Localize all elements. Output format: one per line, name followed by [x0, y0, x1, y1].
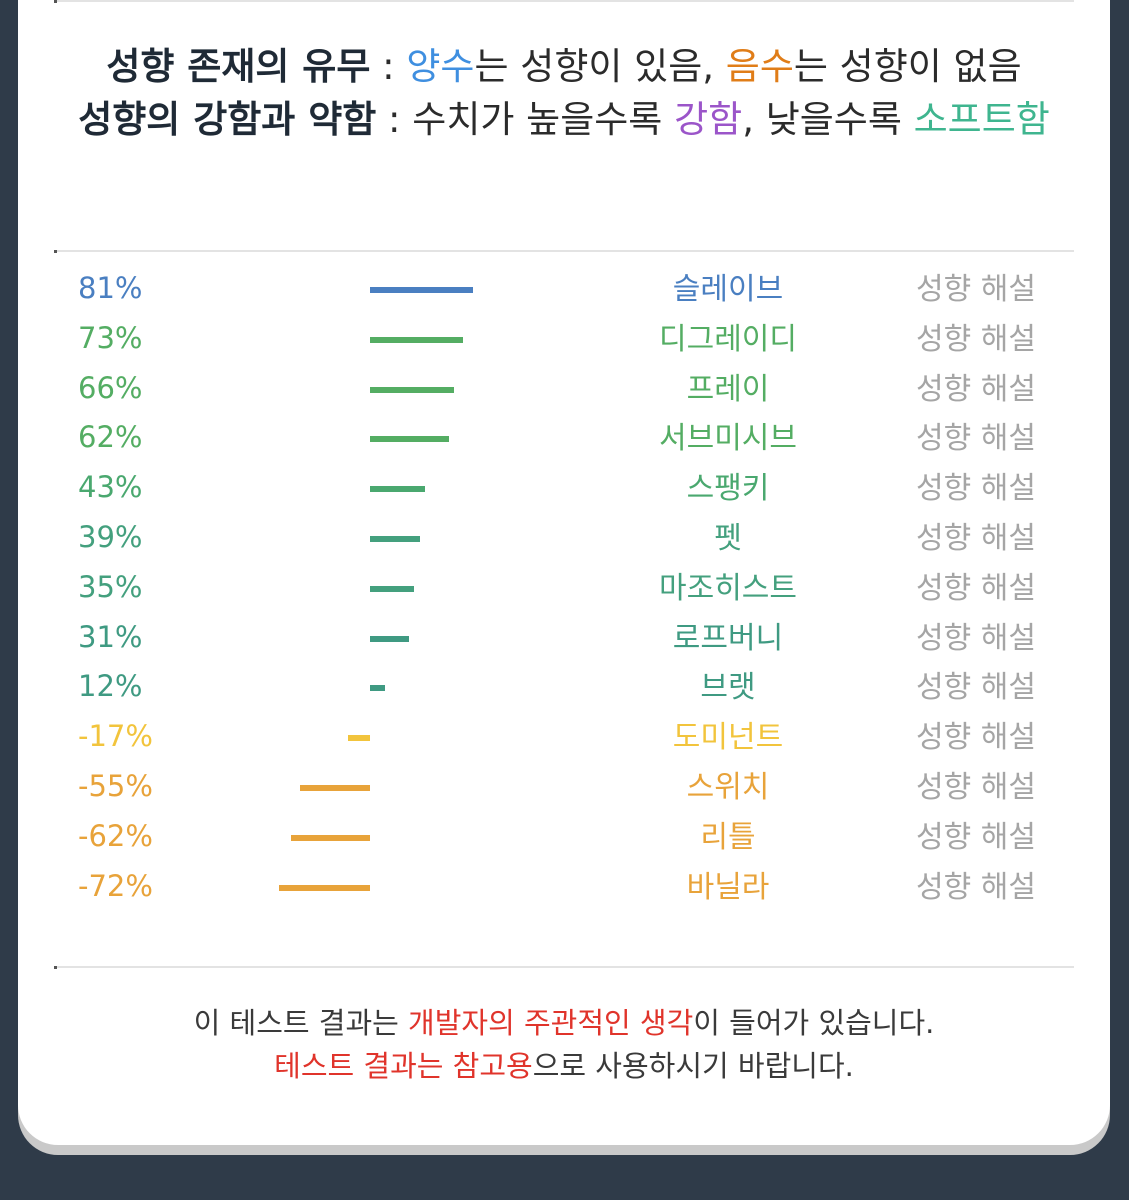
result-row: 12% 브랫 성향 해설: [18, 668, 1110, 718]
type-description-link[interactable]: 성향 해설: [916, 620, 1036, 656]
type-description-link[interactable]: 성향 해설: [916, 421, 1036, 457]
type-description-link[interactable]: 성향 해설: [916, 321, 1036, 357]
result-type-name: 디그레이디: [659, 321, 797, 357]
legend-text: 는 성향이 있음,: [474, 45, 726, 88]
result-type-name: 슬레이브: [672, 272, 784, 307]
legend-separator: :: [376, 98, 413, 141]
result-row: 66% 프레이 성향 해설: [18, 370, 1110, 420]
result-bar: [370, 585, 415, 592]
legend-text: 수치가 높을수록: [412, 98, 675, 141]
result-bar: [370, 436, 449, 443]
result-bar: [370, 635, 410, 642]
result-type-name: 스위치: [686, 770, 770, 805]
type-description-link[interactable]: 성향 해설: [916, 521, 1036, 556]
type-description-link[interactable]: 성향 해설: [916, 371, 1036, 407]
result-row: 35% 마조히스트 성향 해설: [18, 569, 1110, 619]
type-description-link[interactable]: 성향 해설: [916, 570, 1036, 606]
disclaimer-text: 이 들어가 있습니다.: [693, 1006, 935, 1040]
result-type-name: 도미넌트: [672, 720, 784, 756]
result-row: 81% 슬레이브 성향 해설: [18, 270, 1110, 320]
result-percent: 12%: [78, 669, 143, 704]
result-bar: [300, 785, 370, 791]
result-bar: [370, 287, 473, 293]
result-percent: 39%: [78, 520, 143, 554]
result-card: 성향 존재의 유무 : 양수는 성향이 있음, 음수는 성향이 없음 성향의 강…: [18, 0, 1110, 1145]
result-row: 43% 스팽키 성향 해설: [18, 469, 1110, 519]
result-row: -72% 바닐라 성향 해설: [18, 868, 1110, 918]
result-percent: -55%: [78, 769, 153, 803]
type-description-link[interactable]: 성향 해설: [916, 670, 1036, 706]
result-type-name: 스팽키: [686, 471, 770, 507]
result-bar: [370, 685, 386, 692]
disclaimer: 이 테스트 결과는 개발자의 주관적인 생각이 들어가 있습니다. 테스트 결과…: [58, 1002, 1070, 1088]
result-percent: -72%: [78, 868, 153, 903]
result-row: -17% 도미넌트 성향 해설: [18, 718, 1110, 768]
legend-positive: 양수: [406, 45, 475, 88]
result-percent: 73%: [78, 320, 143, 355]
legend-negative: 음수: [725, 45, 794, 88]
legend-separator: :: [370, 45, 407, 88]
disclaimer-highlight: 테스트 결과는 참고용: [274, 1049, 533, 1083]
legend: 성향 존재의 유무 : 양수는 성향이 있음, 음수는 성향이 없음 성향의 강…: [58, 40, 1070, 146]
disclaimer-text: 이 테스트 결과는: [193, 1006, 409, 1040]
result-bar: [370, 486, 425, 493]
disclaimer-line-2: 테스트 결과는 참고용으로 사용하시기 바랍니다.: [58, 1045, 1070, 1088]
result-percent: 35%: [78, 569, 143, 604]
result-row: 31% 로프버니 성향 해설: [18, 619, 1110, 669]
result-type-name: 브랫: [700, 670, 756, 706]
divider-top: [54, 0, 1074, 3]
legend-text: 는 성향이 없음: [793, 45, 1022, 88]
result-percent: -17%: [78, 719, 153, 754]
result-type-name: 서브미시브: [659, 421, 797, 457]
disclaimer-highlight: 개발자의 주관적인 생각: [408, 1006, 694, 1040]
result-type-name: 바닐라: [686, 869, 770, 905]
result-type-name: 로프버니: [672, 620, 784, 656]
result-bar: [348, 735, 370, 742]
type-description-link[interactable]: 성향 해설: [916, 272, 1036, 307]
legend-strength-line: 성향의 강함과 약함 : 수치가 높을수록 강함, 낮을수록 소프트함: [58, 93, 1070, 146]
result-percent: 43%: [78, 470, 143, 505]
result-percent: 31%: [78, 619, 143, 654]
disclaimer-line-1: 이 테스트 결과는 개발자의 주관적인 생각이 들어가 있습니다.: [58, 1002, 1070, 1045]
result-type-name: 프레이: [686, 371, 770, 407]
result-row: -62% 리틀 성향 해설: [18, 818, 1110, 868]
result-type-name: 리틀: [700, 819, 756, 855]
legend-strength-label: 성향의 강함과 약함: [78, 98, 377, 141]
result-percent: 66%: [78, 370, 143, 405]
result-percent: 62%: [78, 420, 143, 455]
type-description-link[interactable]: 성향 해설: [916, 720, 1036, 756]
result-bar: [370, 386, 454, 393]
result-bar: [370, 536, 420, 542]
result-type-name: 마조히스트: [659, 570, 797, 606]
legend-text: , 낮을수록: [742, 98, 914, 141]
result-percent: -62%: [78, 818, 153, 853]
result-bar: [278, 884, 370, 891]
result-bar: [370, 336, 463, 343]
result-row: 73% 디그레이디 성향 해설: [18, 320, 1110, 370]
type-description-link[interactable]: 성향 해설: [916, 819, 1036, 855]
type-description-link[interactable]: 성향 해설: [916, 869, 1036, 905]
result-row: 39% 펫 성향 해설: [18, 519, 1110, 569]
divider-middle: [54, 250, 1074, 253]
result-row: -55% 스위치 성향 해설: [18, 768, 1110, 818]
legend-existence-label: 성향 존재의 유무: [106, 45, 371, 88]
type-description-link[interactable]: 성향 해설: [916, 770, 1036, 805]
legend-strong: 강함: [674, 98, 743, 141]
result-bar: [291, 834, 370, 841]
result-type-name: 펫: [714, 521, 742, 556]
result-percent: 81%: [78, 271, 143, 305]
disclaimer-text: 으로 사용하시기 바랍니다.: [532, 1049, 854, 1083]
divider-bottom: [54, 966, 1074, 969]
type-description-link[interactable]: 성향 해설: [916, 471, 1036, 507]
legend-soft: 소프트함: [913, 98, 1050, 141]
legend-existence-line: 성향 존재의 유무 : 양수는 성향이 있음, 음수는 성향이 없음: [58, 40, 1070, 93]
result-row: 62% 서브미시브 성향 해설: [18, 419, 1110, 469]
